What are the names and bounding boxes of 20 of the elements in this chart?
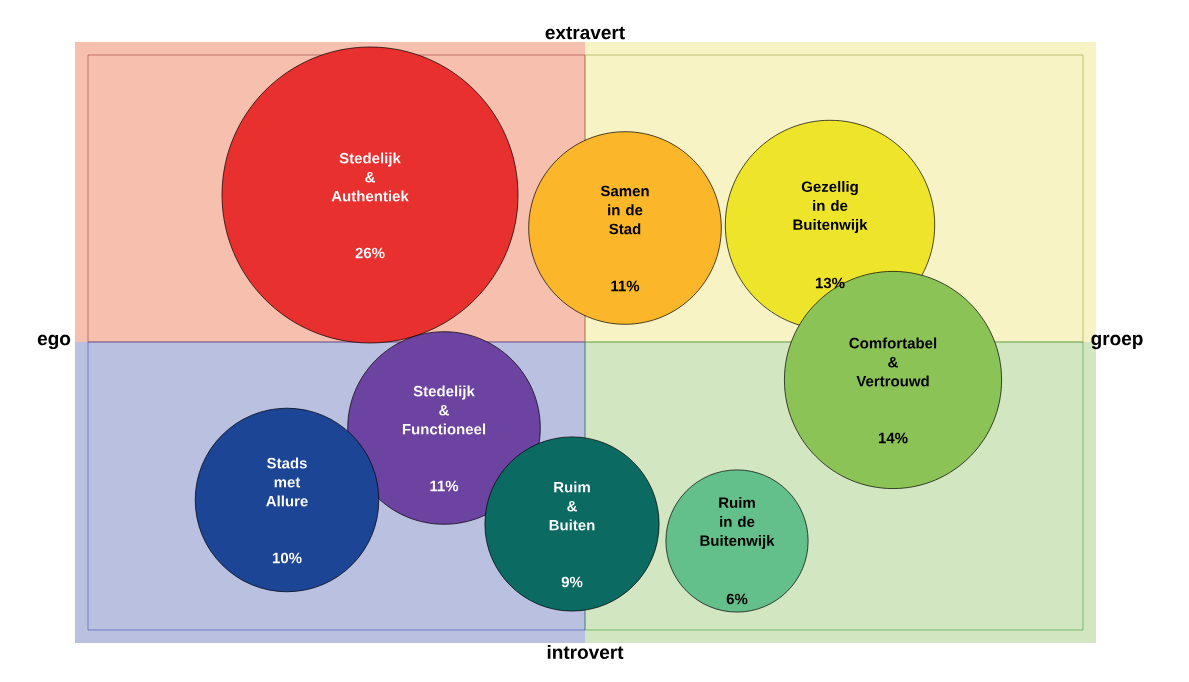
data-label: 13% xyxy=(815,277,845,289)
text: ego xyxy=(37,334,71,350)
text: groep xyxy=(1091,334,1143,350)
category-label: Ruim in de Buitenwijk xyxy=(700,496,775,549)
text: introvert xyxy=(547,645,624,659)
category-label: Stedelijk & Authentiek xyxy=(331,152,409,202)
category-label: Gezellig in de Buitenwijk xyxy=(793,181,868,233)
category-label: Stads met Allure xyxy=(266,457,308,507)
data-label: 14% xyxy=(878,432,908,444)
data-label: 26% xyxy=(355,247,385,259)
text: extravert xyxy=(545,26,625,40)
category-label: Ruim & Buiten xyxy=(549,481,595,531)
data-label: 11% xyxy=(611,280,640,292)
category-label: Samen in de Stad xyxy=(600,185,649,235)
data-label: 9% xyxy=(561,576,583,588)
data-label: 11% xyxy=(430,480,459,492)
data-label: 6% xyxy=(726,593,748,605)
category-label: Stedelijk & Functioneel xyxy=(402,385,486,435)
data-label: 10% xyxy=(272,552,302,564)
category-label: Comfortabel & Vertrouwd xyxy=(849,337,937,387)
